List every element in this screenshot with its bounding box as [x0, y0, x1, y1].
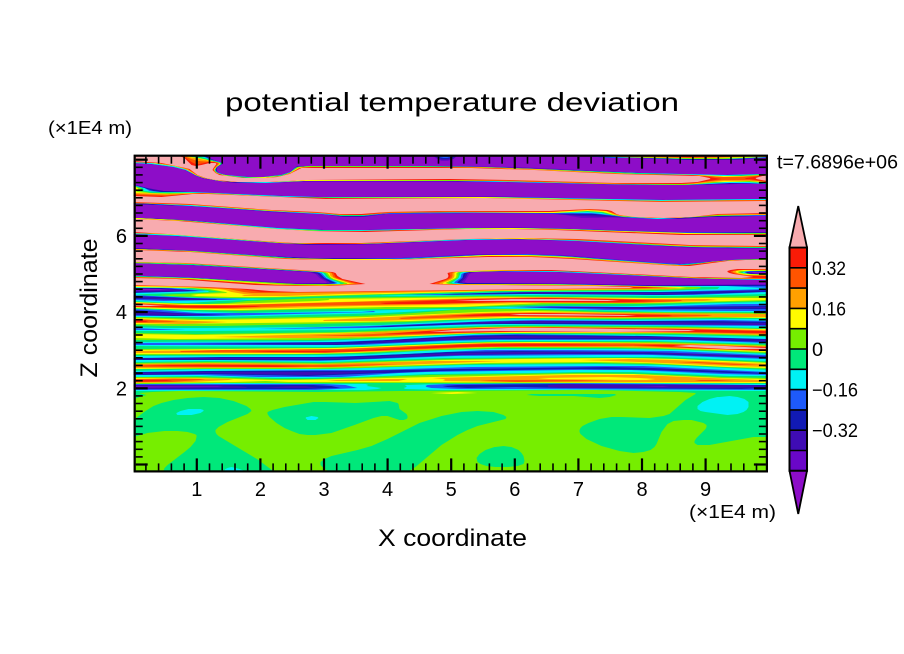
svg-text:potential temperature deviatio: potential temperature deviation — [225, 87, 679, 117]
svg-text:1: 1 — [191, 479, 202, 501]
svg-text:6: 6 — [509, 479, 520, 501]
svg-text:(×1E4 m): (×1E4 m) — [48, 117, 132, 138]
svg-text:−0.16: −0.16 — [812, 381, 858, 402]
svg-text:−0.32: −0.32 — [812, 421, 858, 442]
svg-text:2: 2 — [116, 378, 127, 400]
svg-text:9: 9 — [700, 479, 711, 501]
svg-text:X coordinate: X coordinate — [378, 525, 527, 552]
svg-text:0.32: 0.32 — [812, 259, 846, 280]
svg-text:8: 8 — [636, 479, 647, 501]
svg-text:5: 5 — [446, 479, 457, 501]
svg-text:0: 0 — [812, 340, 823, 361]
svg-text:7: 7 — [573, 479, 584, 501]
svg-text:Z coordinate: Z coordinate — [76, 239, 103, 378]
svg-text:0.16: 0.16 — [812, 299, 846, 320]
svg-text:t=7.6896e+06: t=7.6896e+06 — [777, 153, 898, 174]
svg-text:(×1E4 m): (×1E4 m) — [689, 501, 776, 522]
svg-text:4: 4 — [382, 479, 393, 501]
svg-text:3: 3 — [318, 479, 329, 501]
svg-text:6: 6 — [116, 226, 127, 248]
svg-text:2: 2 — [255, 479, 266, 501]
svg-text:4: 4 — [116, 302, 127, 324]
